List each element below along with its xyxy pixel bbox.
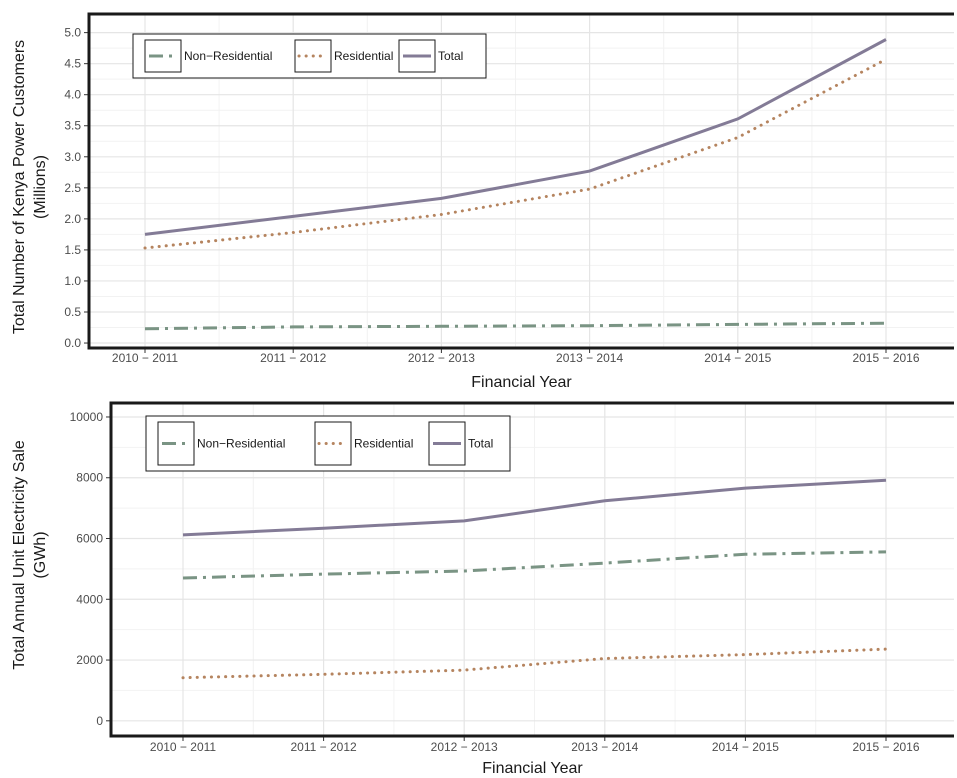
x-tick-label: 2013 − 2014 (571, 740, 638, 754)
legend-label-non-residential: Non−Residential (197, 437, 285, 451)
x-axis-title: Financial Year (471, 374, 572, 391)
customers-chart: 0.0 0.5 1.0 1.5 2.0 2.5 3.0 3.5 4.0 4.5 5.0 2010 − … (11, 12, 954, 391)
x-tick-label: 2012 − 2013 (408, 351, 475, 365)
y-tick-label: 8000 (76, 471, 103, 485)
y-tick-label: 5.0 (64, 26, 81, 40)
y-tick-label: 4.5 (64, 57, 81, 71)
y-axis-title: Total Number of Kenya Power Customers (11, 40, 28, 334)
y-tick-label: 10000 (70, 410, 104, 424)
legend-label-residential: Residential (334, 49, 393, 63)
y-tick-label: 3.5 (64, 119, 81, 133)
x-tick-label: 2011 − 2012 (260, 351, 327, 365)
x-tick-label: 2012 − 2013 (431, 740, 498, 754)
y-tick-label: 1.0 (64, 274, 81, 288)
y-tick-label: 0.0 (64, 336, 81, 350)
legend-label-non-residential: Non−Residential (184, 49, 272, 63)
y-tick-label: 2000 (76, 653, 103, 667)
y-tick-label: 3.0 (64, 150, 81, 164)
x-tick-label: 2010 − 2011 (150, 740, 217, 754)
y-tick-label: 0 (96, 714, 103, 728)
legend-label-total: Total (468, 437, 493, 451)
series-line-non-residential (144, 321, 887, 331)
x-tick-label: 2015 − 2016 (852, 351, 919, 365)
x-tick-label: 2010 − 2011 (112, 351, 179, 365)
legend-label-total: Total (438, 49, 463, 63)
x-tick-label: 2013 − 2014 (556, 351, 623, 365)
y-tick-label: 0.5 (64, 305, 81, 319)
y-axis-title: Total Annual Unit Electricity Sale (11, 440, 28, 670)
series-line-total (182, 478, 887, 537)
legend-label-residential: Residential (354, 437, 413, 451)
y-tick-label: 1.5 (64, 243, 81, 257)
y-axis-title: (Millions) (32, 155, 49, 219)
y-axis-title: (GWh) (32, 531, 49, 578)
y-tick-label: 2.5 (64, 181, 81, 195)
y-tick-label: 6000 (76, 532, 103, 546)
electricity-sales-chart: 0 2000 4000 6000 8000 10000 2010 − 2011 2011 − … (11, 401, 954, 777)
x-tick-label: 2015 − 2016 (852, 740, 919, 754)
x-tick-label: 2014 − 2015 (704, 351, 771, 365)
y-tick-label: 4000 (76, 592, 103, 606)
x-axis-title: Financial Year (482, 760, 583, 777)
x-tick-label: 2011 − 2012 (291, 740, 358, 754)
y-tick-label: 4.0 (64, 88, 81, 102)
legend: Non−Residential Residential Total (145, 415, 511, 472)
legend: Non−Residential Residential Total (132, 33, 487, 79)
x-tick-label: 2014 − 2015 (712, 740, 779, 754)
series-line-total (144, 38, 887, 236)
y-tick-label: 2.0 (64, 212, 81, 226)
series-line-non-residential (182, 550, 887, 580)
